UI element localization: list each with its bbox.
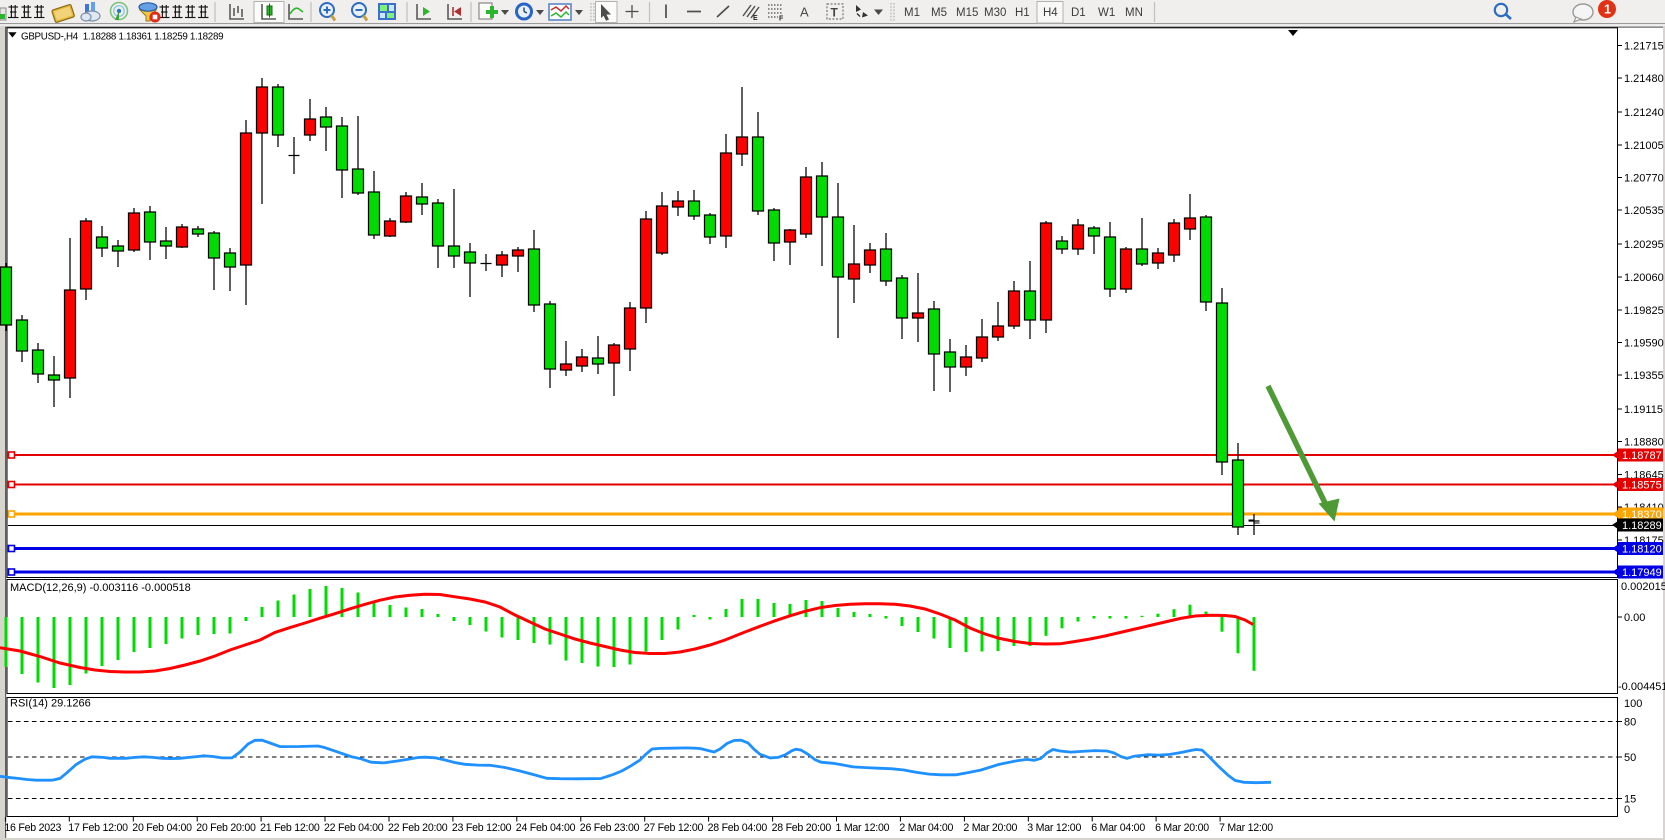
svg-text:0: 0 xyxy=(1624,804,1630,816)
svg-text:50: 50 xyxy=(1624,752,1636,764)
svg-text:1.20295: 1.20295 xyxy=(1624,239,1664,251)
svg-text:1.20535: 1.20535 xyxy=(1624,205,1664,217)
svg-text:1.19355: 1.19355 xyxy=(1624,370,1664,382)
svg-text:M1: M1 xyxy=(904,7,920,19)
svg-text:21 Feb 12:00: 21 Feb 12:00 xyxy=(260,822,320,834)
svg-text:T: T xyxy=(831,6,839,20)
svg-text:0.002015: 0.002015 xyxy=(1621,581,1665,593)
svg-text:22 Feb 20:00: 22 Feb 20:00 xyxy=(388,822,448,834)
svg-text:20 Feb 20:00: 20 Feb 20:00 xyxy=(196,822,256,834)
svg-text:2 Mar 04:00: 2 Mar 04:00 xyxy=(899,822,953,834)
svg-text:1.18880: 1.18880 xyxy=(1624,437,1664,449)
svg-text:80: 80 xyxy=(1624,717,1636,729)
svg-text:RSI(14) 29.1266: RSI(14) 29.1266 xyxy=(10,698,91,710)
svg-text:6 Mar 04:00: 6 Mar 04:00 xyxy=(1091,822,1145,834)
svg-text:1.19115: 1.19115 xyxy=(1624,404,1663,416)
svg-text:M30: M30 xyxy=(984,7,1006,19)
svg-text:1.21480: 1.21480 xyxy=(1624,73,1664,85)
svg-text:6 Mar 20:00: 6 Mar 20:00 xyxy=(1155,822,1209,834)
svg-text:2 Mar 20:00: 2 Mar 20:00 xyxy=(963,822,1017,834)
svg-text:28 Feb 04:00: 28 Feb 04:00 xyxy=(708,822,768,834)
svg-text:1.17949: 1.17949 xyxy=(1622,567,1662,579)
svg-text:1.21005: 1.21005 xyxy=(1624,140,1664,152)
svg-text:1.18370: 1.18370 xyxy=(1622,509,1662,521)
svg-text:1.18289: 1.18289 xyxy=(1622,520,1662,532)
svg-text:E: E xyxy=(753,15,758,22)
svg-text:W1: W1 xyxy=(1098,7,1115,19)
svg-text:17 Feb 12:00: 17 Feb 12:00 xyxy=(68,822,128,834)
svg-text:1.18575: 1.18575 xyxy=(1622,480,1662,492)
svg-text:23 Feb 12:00: 23 Feb 12:00 xyxy=(452,822,512,834)
svg-text:28 Feb 20:00: 28 Feb 20:00 xyxy=(772,822,832,834)
svg-text:M15: M15 xyxy=(956,7,978,19)
svg-text:D1: D1 xyxy=(1071,7,1086,19)
svg-text:1.21715: 1.21715 xyxy=(1624,41,1664,53)
svg-text:H1: H1 xyxy=(1015,7,1030,19)
svg-text:-0.004451: -0.004451 xyxy=(1618,681,1665,693)
svg-text:1.19825: 1.19825 xyxy=(1624,305,1664,317)
svg-text:1.18787: 1.18787 xyxy=(1622,450,1662,462)
svg-text:15: 15 xyxy=(1624,794,1636,806)
svg-text:H4: H4 xyxy=(1043,7,1058,19)
svg-text:24 Feb 04:00: 24 Feb 04:00 xyxy=(516,822,576,834)
svg-text:27 Feb 12:00: 27 Feb 12:00 xyxy=(644,822,704,834)
svg-text:1 Mar 12:00: 1 Mar 12:00 xyxy=(836,822,890,834)
svg-text:MACD(12,26,9) -0.003116 -0.000: MACD(12,26,9) -0.003116 -0.000518 xyxy=(10,582,191,594)
svg-text:MN: MN xyxy=(1125,7,1143,19)
svg-text:0.00: 0.00 xyxy=(1624,612,1645,624)
svg-text:1.20770: 1.20770 xyxy=(1624,173,1664,185)
svg-text:22 Feb 04:00: 22 Feb 04:00 xyxy=(324,822,384,834)
svg-text:1.20060: 1.20060 xyxy=(1624,272,1664,284)
svg-text:1.19590: 1.19590 xyxy=(1624,338,1664,350)
svg-text:7 Mar 12:00: 7 Mar 12:00 xyxy=(1219,822,1273,834)
svg-text:20 Feb 04:00: 20 Feb 04:00 xyxy=(132,822,192,834)
svg-text:F: F xyxy=(779,16,784,23)
svg-text:M5: M5 xyxy=(931,7,947,19)
svg-text:100: 100 xyxy=(1624,698,1642,710)
svg-text:16 Feb 2023: 16 Feb 2023 xyxy=(4,822,61,834)
svg-text:1.18120: 1.18120 xyxy=(1622,544,1662,556)
svg-text:A: A xyxy=(800,5,809,20)
svg-text:26 Feb 23:00: 26 Feb 23:00 xyxy=(580,822,640,834)
svg-text:GBPUSD-,H4 1.18288 1.18361 1.: GBPUSD-,H4 1.18288 1.18361 1.18259 1.182… xyxy=(21,32,223,43)
svg-text:3 Mar 12:00: 3 Mar 12:00 xyxy=(1027,822,1081,834)
svg-text:1.21240: 1.21240 xyxy=(1624,107,1664,119)
svg-text:1: 1 xyxy=(1604,3,1611,17)
